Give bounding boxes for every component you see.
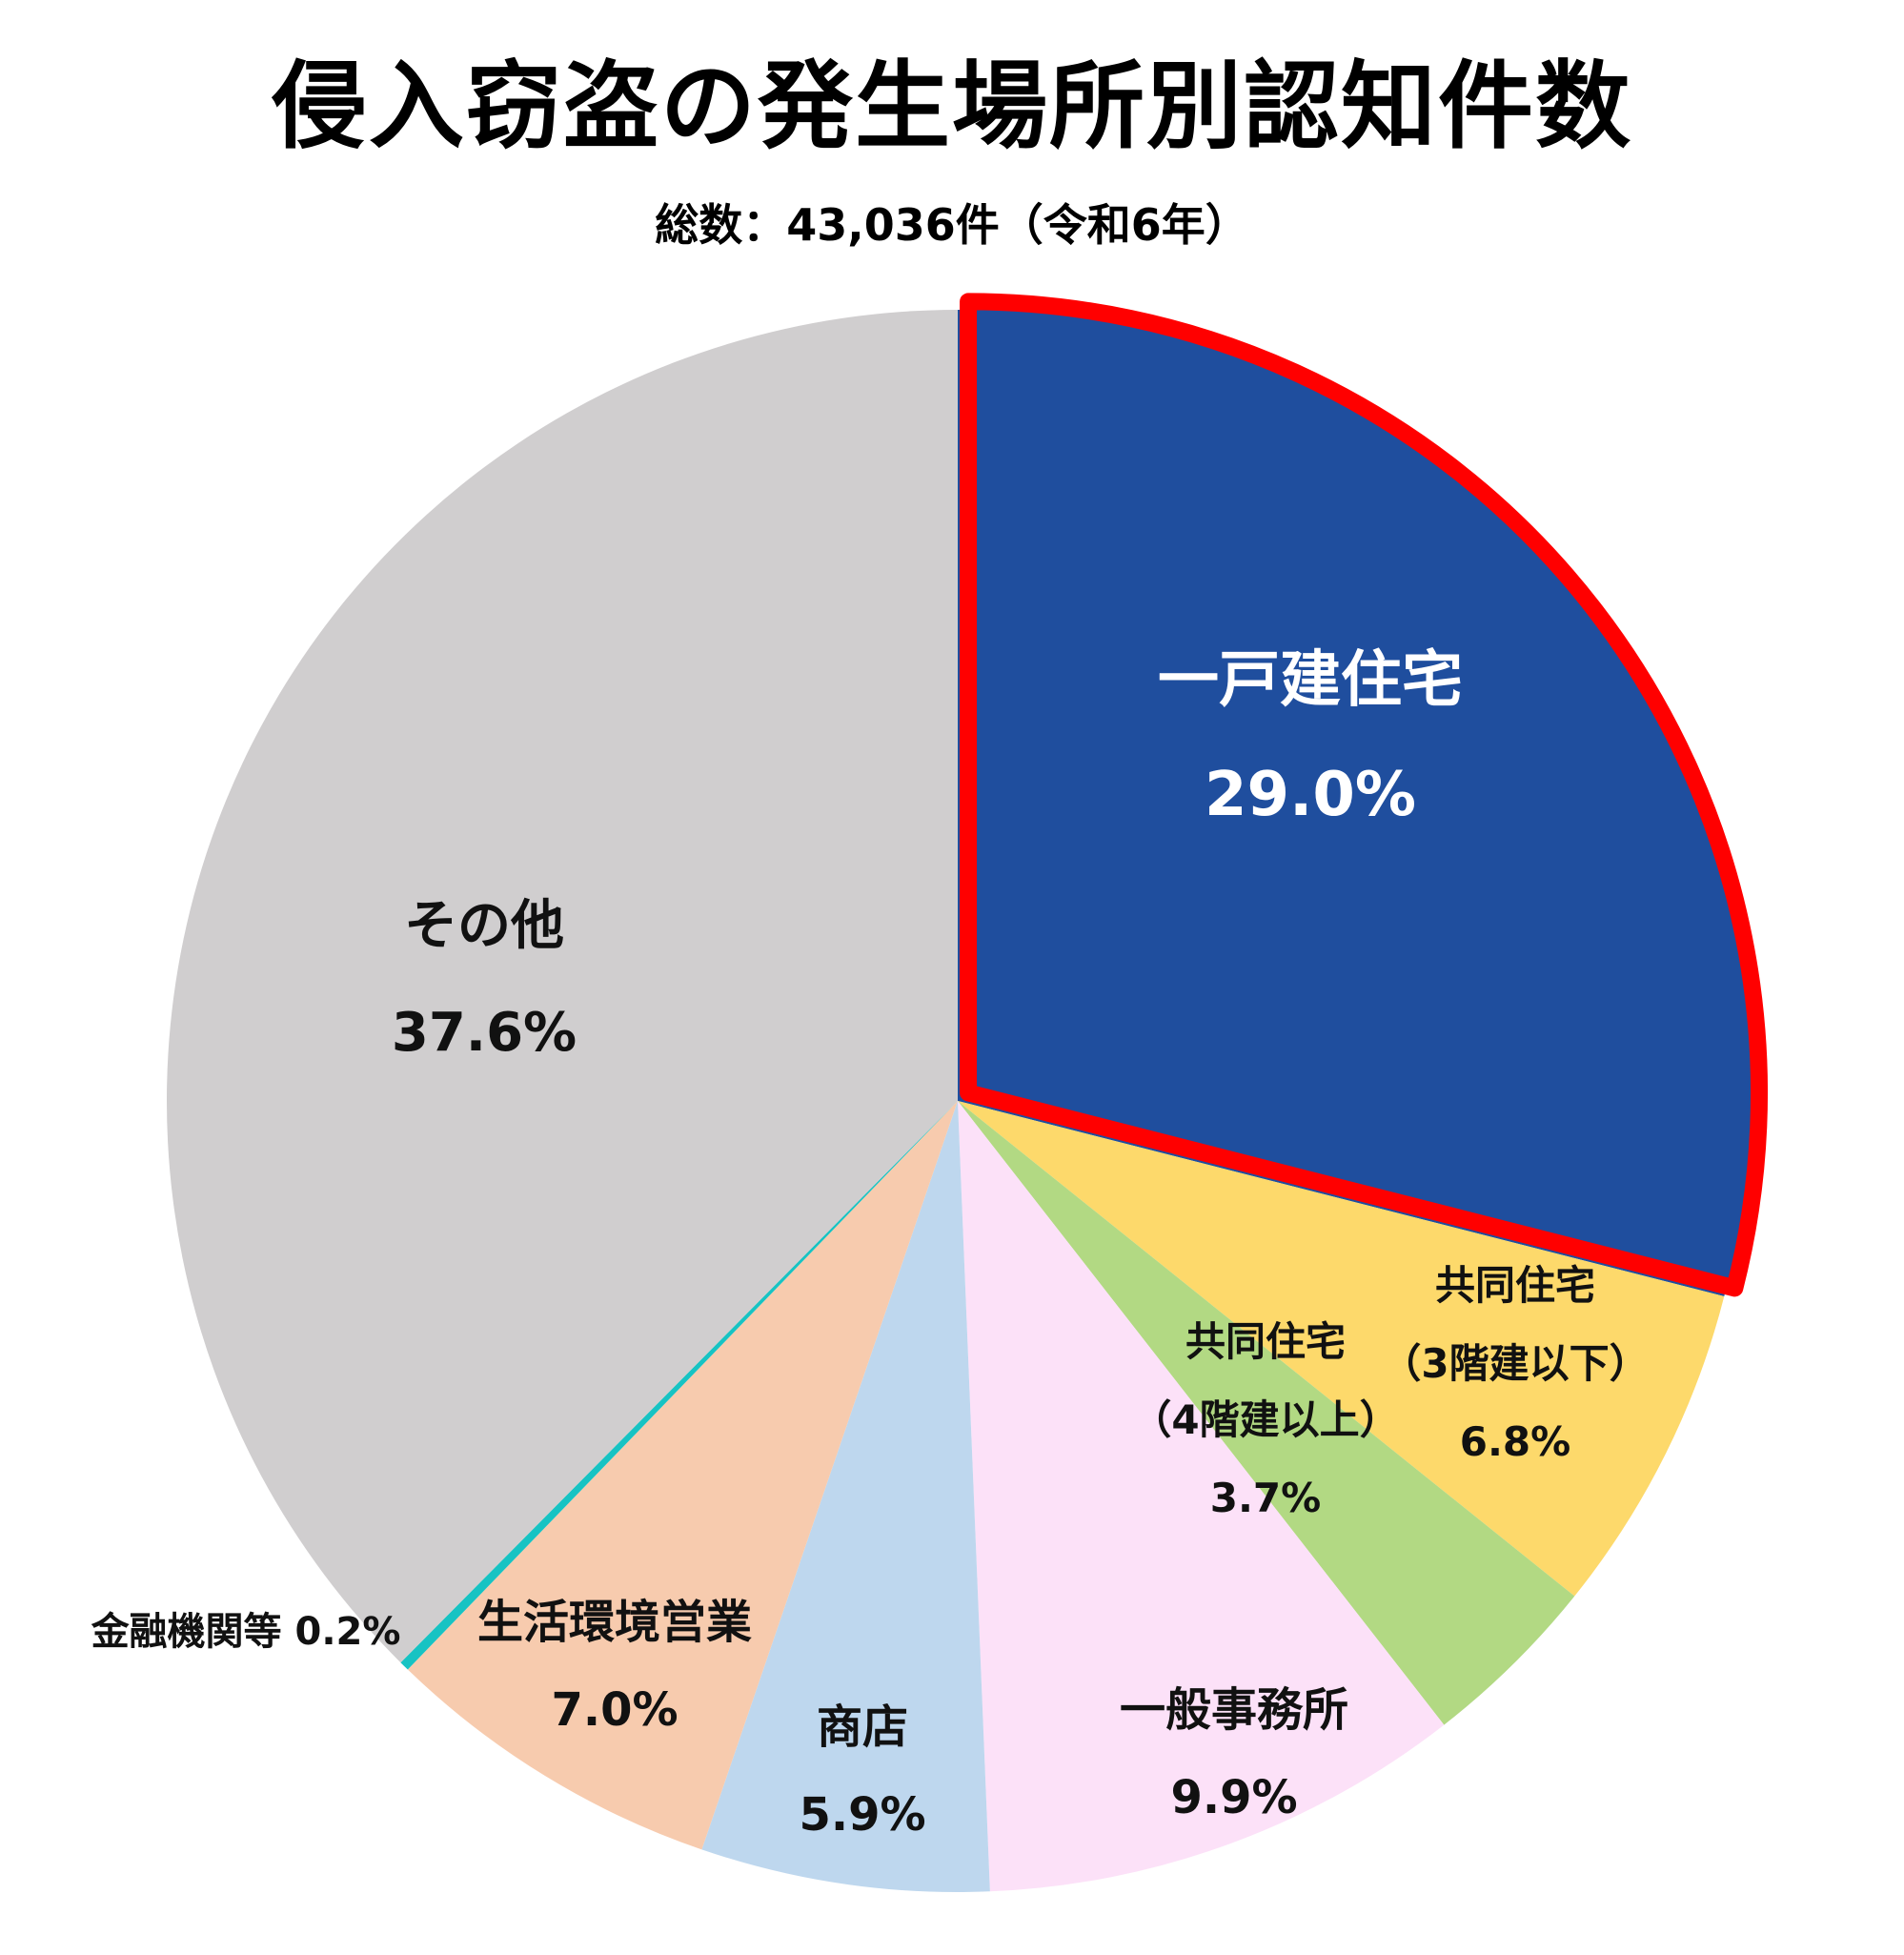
slice-label-line: 一般事務所	[1120, 1683, 1348, 1737]
slice-label-4: 商店 5.9%	[799, 1700, 925, 1842]
pie-slice-1	[958, 1101, 1725, 1597]
slice-label-line: 5.9%	[799, 1788, 925, 1842]
slice-label-line: 29.0%	[1205, 760, 1416, 830]
pie-slice-4	[701, 1101, 990, 1892]
slice-label-line: 一戸建住宅	[1158, 645, 1463, 716]
slice-label-line: 商店	[817, 1700, 908, 1754]
slice-label-1: 共同住宅 （3階建以下） 6.8%	[1381, 1262, 1649, 1465]
slice-label-7: その他 37.6%	[392, 895, 577, 1064]
pie-slice-5	[407, 1101, 959, 1850]
slice-label-5: 生活環境営業 7.0%	[477, 1596, 752, 1737]
slice-label-line: 金融機関等 0.2%	[91, 1610, 401, 1654]
highlighted-slice-outline	[960, 293, 1769, 1297]
slice-label-line: （4階建以上）	[1131, 1396, 1399, 1443]
slice-label-line: 共同住宅	[1435, 1262, 1595, 1309]
slice-label-line: （3階建以下）	[1381, 1340, 1649, 1387]
chart-subtitle: 総数：43,036件（令和6年）	[655, 199, 1249, 251]
slice-label-3: 一般事務所 9.9%	[1120, 1683, 1348, 1824]
slice-label-line: その他	[404, 895, 564, 957]
slice-label-0: 一戸建住宅 29.0%	[1158, 645, 1463, 830]
slice-label-2: 共同住宅 （4階建以上） 3.7%	[1131, 1318, 1399, 1521]
chart-title: 侵入窃盗の発生場所別認知件数	[272, 51, 1632, 162]
pie-slice-2	[958, 1101, 1575, 1725]
pie-slice-7	[167, 310, 958, 1663]
slice-label-line: 3.7%	[1210, 1475, 1321, 1521]
slice-label-line: 9.9%	[1170, 1771, 1297, 1824]
pie-slice-3	[958, 1101, 1445, 1892]
slice-label-6: 金融機関等 0.2%	[91, 1610, 401, 1654]
slice-label-line: 生活環境営業	[477, 1596, 752, 1649]
slice-label-line: 37.6%	[392, 1002, 577, 1064]
slice-label-line: 6.8%	[1460, 1418, 1570, 1465]
slice-label-line: 共同住宅	[1185, 1318, 1346, 1365]
pie-slice-6	[400, 1101, 958, 1670]
slice-label-line: 7.0%	[551, 1683, 678, 1737]
